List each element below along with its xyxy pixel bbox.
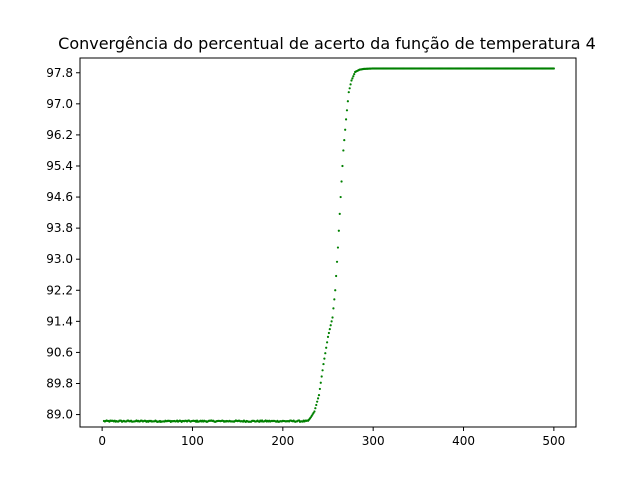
- data-point: [347, 91, 350, 94]
- x-tick-label: 200: [271, 434, 294, 448]
- data-point: [336, 246, 340, 249]
- data-point: [351, 77, 354, 80]
- y-tick-label: 95.4: [46, 159, 73, 173]
- data-point: [325, 346, 328, 349]
- data-point: [350, 79, 353, 82]
- y-tick-label: 91.4: [46, 314, 73, 328]
- data-point: [552, 67, 555, 70]
- data-point: [315, 403, 318, 407]
- data-point: [326, 335, 330, 338]
- data-point: [334, 289, 337, 292]
- data-point: [349, 83, 352, 86]
- data-point: [330, 320, 333, 323]
- y-tick-label: 94.6: [46, 190, 73, 204]
- data-point: [332, 307, 335, 310]
- data-points: [102, 67, 555, 423]
- y-tick-label: 93.0: [46, 252, 73, 266]
- data-point: [346, 100, 349, 103]
- data-point: [338, 212, 341, 215]
- data-point: [352, 75, 355, 78]
- data-point: [339, 195, 342, 199]
- data-point: [342, 149, 345, 152]
- data-point: [344, 118, 348, 121]
- chart-title: Convergência do percentual de acerto da …: [58, 34, 596, 53]
- data-point: [317, 394, 321, 397]
- x-tick-label: 400: [452, 434, 475, 448]
- data-point: [322, 362, 325, 366]
- data-point: [348, 87, 351, 90]
- data-point: [345, 109, 349, 112]
- y-axis: 89.0 89.8 90.6 91.4 92.2 93.0 93.8 94.6 95.4 96.2…: [46, 66, 80, 422]
- data-point: [327, 331, 330, 335]
- y-tick-label: 96.2: [46, 128, 73, 142]
- data-point: [318, 387, 321, 391]
- data-point: [337, 229, 340, 232]
- y-tick-label: 89.8: [46, 376, 73, 390]
- y-tick-label: 90.6: [46, 345, 73, 359]
- data-point: [341, 164, 344, 168]
- data-point: [340, 180, 343, 183]
- x-tick-label: 500: [542, 434, 565, 448]
- data-point: [319, 381, 322, 384]
- y-tick-label: 89.0: [46, 408, 73, 422]
- data-point: [333, 298, 336, 301]
- y-tick-label: 97.0: [46, 97, 73, 111]
- x-tick-label: 0: [98, 434, 106, 448]
- data-point: [324, 352, 327, 355]
- data-point: [326, 341, 329, 344]
- data-point: [313, 410, 316, 413]
- x-tick-label: 100: [181, 434, 204, 448]
- data-point: [328, 328, 331, 331]
- data-point: [316, 400, 319, 403]
- data-point: [353, 73, 356, 76]
- data-point: [314, 407, 317, 410]
- y-tick-label: 92.2: [46, 283, 73, 297]
- y-tick-label: 93.8: [46, 221, 73, 235]
- data-point: [320, 375, 323, 378]
- data-point: [329, 324, 332, 327]
- data-point: [316, 397, 320, 400]
- data-point: [335, 274, 338, 278]
- data-point: [331, 316, 334, 319]
- data-point: [344, 128, 347, 131]
- data-point: [343, 138, 346, 142]
- plot-area-frame: [79, 57, 577, 428]
- x-tick-label: 300: [362, 434, 385, 448]
- data-point: [335, 260, 339, 263]
- data-point: [323, 357, 326, 360]
- data-point: [321, 369, 324, 372]
- y-tick-label: 97.8: [46, 66, 73, 80]
- x-axis: 0 100 200 300 400 500: [98, 427, 565, 448]
